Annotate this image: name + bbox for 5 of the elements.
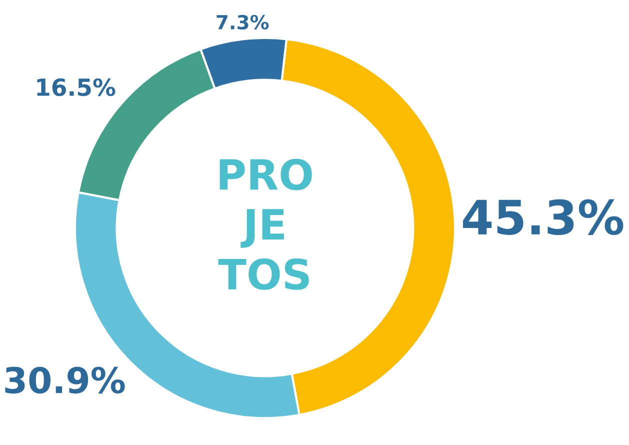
data-label: 45.3% (463, 199, 624, 235)
data-label: 16.5% (37, 78, 116, 96)
text: PRO JE TOS (218, 158, 312, 290)
data-label: 30.9% (5, 366, 125, 394)
data-label: 7.3% (216, 14, 269, 30)
